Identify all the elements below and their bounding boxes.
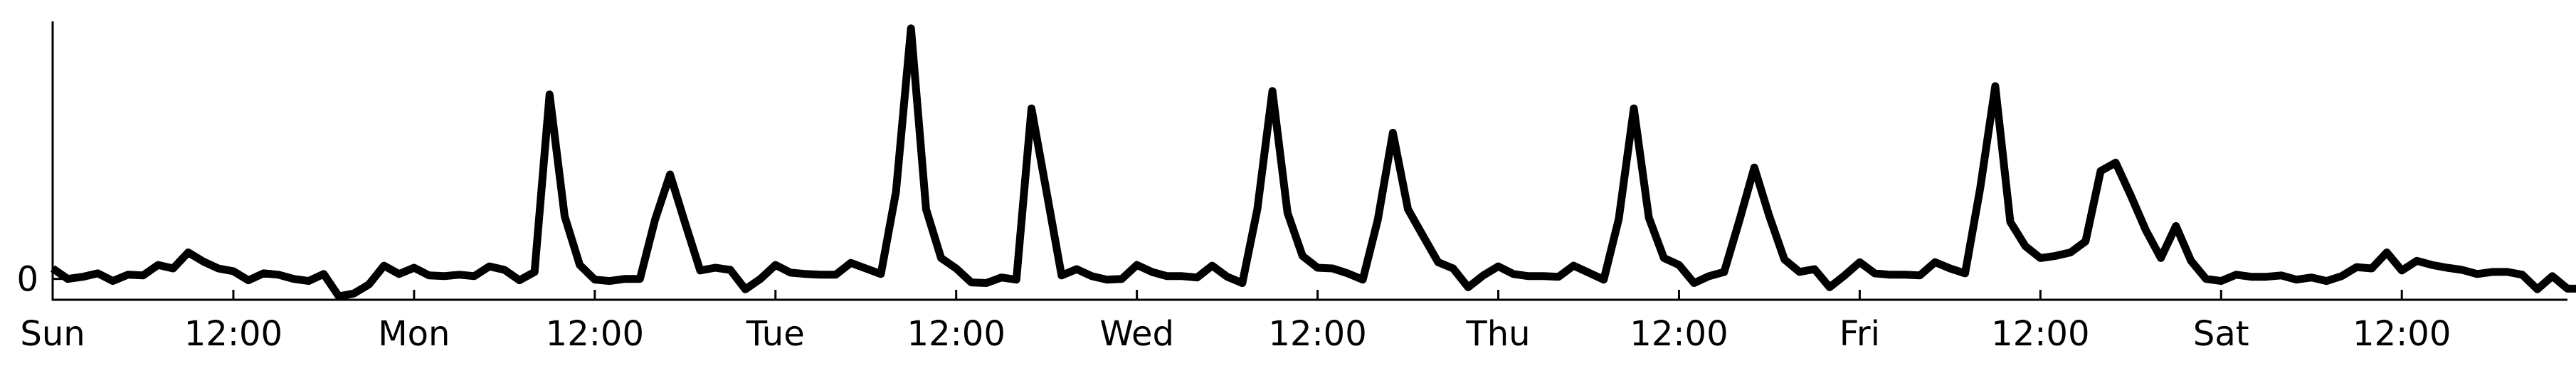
x-tick-label: 12:00 [907, 314, 1005, 354]
x-tick-label: Wed [1099, 314, 1174, 354]
x-tick-label: 12:00 [2353, 314, 2451, 354]
x-tick-label: 12:00 [1268, 314, 1366, 354]
x-tick-label: Thu [1465, 314, 1530, 354]
x-tick-label: 12:00 [1630, 314, 1728, 354]
series-line-1 [50, 24, 2576, 300]
x-tick-label: Sun [20, 314, 85, 354]
x-tick-label: Fri [1839, 314, 1880, 354]
x-tick-label: Tue [746, 314, 805, 354]
ticks-layer: Sun 12:00 Mon 12:00 Tue 12:00 Wed 12:00 Thu 12:00… [16, 260, 2451, 354]
y-tick-label: 0 [16, 260, 38, 300]
x-tick-label: 12:00 [184, 314, 283, 354]
x-tick-label: Mon [378, 314, 450, 354]
x-tick-label: Sat [2193, 314, 2249, 354]
x-tick-label: 12:00 [546, 314, 644, 354]
x-tick-label: 12:00 [1991, 314, 2089, 354]
chart-axes [51, 21, 2567, 301]
series-layer [50, 24, 2576, 300]
